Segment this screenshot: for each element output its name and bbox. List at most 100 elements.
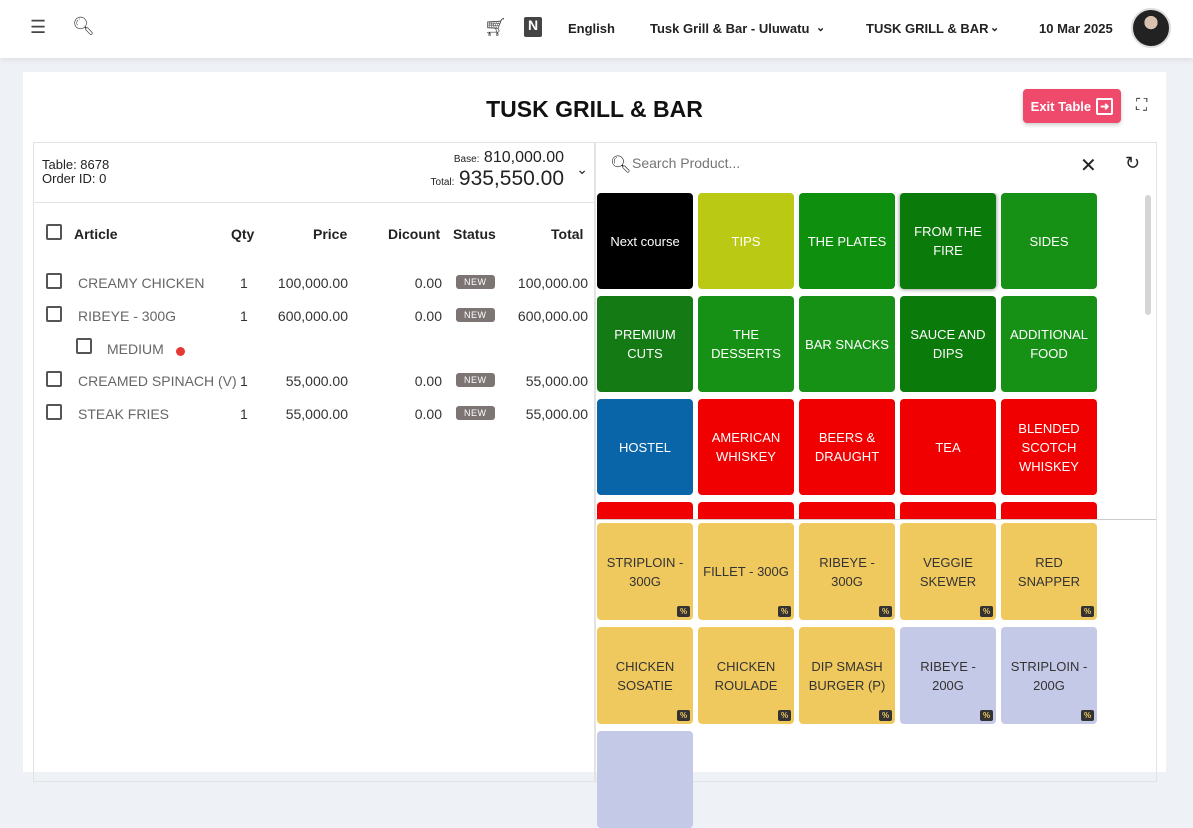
- order-row[interactable]: CREAMED SPINACH (V) 1 55,000.00 0.00 NEW…: [34, 366, 594, 396]
- location-select[interactable]: Tusk Grill & Bar - Uluwatu: [650, 21, 810, 36]
- row-checkbox[interactable]: [46, 273, 62, 289]
- order-panel: Table: 8678 Order ID: 0 Base: 810,000.00…: [33, 142, 595, 782]
- product-tile[interactable]: RED SNAPPER%: [1001, 523, 1097, 620]
- category-tile[interactable]: BLENDED SCOTCH WHISKEY: [1001, 399, 1097, 495]
- scrollbar[interactable]: [1145, 195, 1151, 315]
- product-tile[interactable]: DIP SMASH BURGER (P)%: [799, 627, 895, 724]
- top-bar: ☰ 🔍︎ 🛒︎ N English Tusk Grill & Bar - Ulu…: [0, 0, 1193, 58]
- category-tile[interactable]: BAR SNACKS: [799, 296, 895, 392]
- status-badge: NEW: [456, 308, 495, 322]
- exit-table-button[interactable]: Exit Table ➜: [1023, 89, 1121, 123]
- item-name: STEAK FRIES: [78, 406, 170, 422]
- category-tile[interactable]: AMERICAN WHISKEY: [698, 399, 794, 495]
- language-select[interactable]: English: [568, 21, 615, 36]
- product-label: RED SNAPPER: [1017, 554, 1081, 589]
- menu-icon[interactable]: ☰: [30, 17, 47, 37]
- fullscreen-icon[interactable]: ⛶: [1136, 97, 1148, 114]
- category-tile[interactable]: TIPS: [698, 193, 794, 289]
- category-label: BAR SNACKS: [805, 336, 889, 352]
- category-tile[interactable]: SAUCE AND DIPS: [900, 296, 996, 392]
- category-label: TIPS: [731, 233, 761, 249]
- row-checkbox[interactable]: [46, 371, 62, 387]
- category-tile[interactable]: HOSTEL: [597, 399, 693, 495]
- search-icon[interactable]: 🔍︎: [72, 16, 95, 36]
- discount-icon: %: [1081, 710, 1094, 721]
- item-qty: 1: [240, 308, 248, 324]
- item-discount: 0.00: [414, 373, 442, 389]
- product-label: RIBEYE - 300G: [819, 554, 875, 589]
- outlet-select[interactable]: TUSK GRILL & BAR: [866, 21, 989, 36]
- category-tile[interactable]: THE DESSERTS: [698, 296, 794, 392]
- table-number: Table: 8678: [42, 157, 110, 172]
- discount-icon: %: [879, 606, 892, 617]
- modifier-row[interactable]: MEDIUM: [34, 334, 594, 364]
- order-row[interactable]: STEAK FRIES 1 55,000.00 0.00 NEW 55,000.…: [34, 399, 594, 429]
- date-display: 10 Mar 2025: [1039, 21, 1113, 36]
- product-tile[interactable]: STRIPLOIN - 300G%: [597, 523, 693, 620]
- chevron-down-icon[interactable]: ⌄: [816, 22, 826, 34]
- product-label: FILLET - 300G: [703, 564, 789, 579]
- category-tile[interactable]: BEERS & DRAUGHT: [799, 399, 895, 495]
- category-label: Next course: [610, 233, 680, 249]
- item-price: 55,000.00: [285, 373, 348, 389]
- product-label: CHICKEN SOSATIE: [615, 658, 675, 693]
- row-checkbox[interactable]: [46, 306, 62, 322]
- category-label: HOSTEL: [618, 439, 671, 455]
- item-name: RIBEYE - 300G: [78, 308, 177, 324]
- category-tile[interactable]: [597, 502, 693, 519]
- category-tile[interactable]: TEA: [900, 399, 996, 495]
- discount-icon: %: [677, 710, 690, 721]
- item-qty: 1: [240, 373, 248, 389]
- cart-icon[interactable]: 🛒︎: [484, 17, 507, 37]
- product-tile[interactable]: CHICKEN SOSATIE%: [597, 627, 693, 724]
- category-tile[interactable]: FROM THE FIRE: [900, 193, 996, 289]
- discount-icon: %: [980, 710, 993, 721]
- item-price: 100,000.00: [277, 275, 348, 291]
- category-label: THE PLATES: [807, 233, 887, 249]
- select-all-checkbox[interactable]: [46, 224, 62, 240]
- product-tile[interactable]: STRIPLOIN - 200G%: [1001, 627, 1097, 724]
- item-discount: 0.00: [414, 406, 442, 422]
- order-row[interactable]: RIBEYE - 300G 1 600,000.00 0.00 NEW 600,…: [34, 301, 594, 331]
- refresh-icon[interactable]: ↻: [1125, 153, 1141, 173]
- modifier-checkbox[interactable]: [76, 338, 92, 354]
- page-title: TUSK GRILL & BAR: [486, 96, 703, 122]
- chevron-down-icon[interactable]: ⌄: [576, 161, 588, 177]
- category-tile[interactable]: PREMIUM CUTS: [597, 296, 693, 392]
- product-label: RIBEYE - 200G: [920, 658, 976, 693]
- category-tile[interactable]: ADDITIONAL FOOD: [1001, 296, 1097, 392]
- product-tile[interactable]: CHICKEN ROULADE%: [698, 627, 794, 724]
- base-label: Base:: [453, 154, 480, 165]
- product-tile[interactable]: RIBEYE - 300G%: [799, 523, 895, 620]
- chevron-down-icon[interactable]: ⌄: [990, 22, 1000, 34]
- discount-icon: %: [879, 710, 892, 721]
- product-label: STRIPLOIN - 200G: [1010, 658, 1088, 693]
- order-summary: Table: 8678 Order ID: 0 Base: 810,000.00…: [34, 143, 594, 203]
- category-tile[interactable]: [1001, 502, 1097, 519]
- category-label: BLENDED SCOTCH WHISKEY: [1018, 420, 1080, 474]
- order-row[interactable]: CREAMY CHICKEN 1 100,000.00 0.00 NEW 100…: [34, 268, 594, 298]
- category-tile[interactable]: [698, 502, 794, 519]
- nfc-icon[interactable]: N: [524, 17, 542, 37]
- product-tile[interactable]: VEGGIE SKEWER%: [900, 523, 996, 620]
- category-tile[interactable]: [900, 502, 996, 519]
- category-label: SAUCE AND DIPS: [910, 327, 986, 361]
- product-label: VEGGIE SKEWER: [919, 554, 977, 589]
- category-tile[interactable]: [799, 502, 895, 519]
- product-tile[interactable]: FILLET - 300G%: [698, 523, 794, 620]
- item-total: 55,000.00: [525, 406, 588, 422]
- clear-icon[interactable]: ✕: [1080, 155, 1097, 177]
- search-input[interactable]: [632, 155, 1072, 171]
- category-label: FROM THE FIRE: [914, 224, 982, 258]
- category-label: TEA: [935, 439, 961, 455]
- avatar[interactable]: [1131, 8, 1171, 48]
- category-label: BEERS & DRAUGHT: [814, 430, 880, 464]
- item-price: 55,000.00: [285, 406, 348, 422]
- total-amount: 935,550.00: [458, 167, 564, 190]
- category-tile[interactable]: Next course: [597, 193, 693, 289]
- category-tile[interactable]: SIDES: [1001, 193, 1097, 289]
- category-tile[interactable]: THE PLATES: [799, 193, 895, 289]
- product-grid: STRIPLOIN - 300G% FILLET - 300G% RIBEYE - …: [597, 523, 1117, 828]
- product-tile[interactable]: RIBEYE - 200G%: [900, 627, 996, 724]
- row-checkbox[interactable]: [46, 404, 62, 420]
